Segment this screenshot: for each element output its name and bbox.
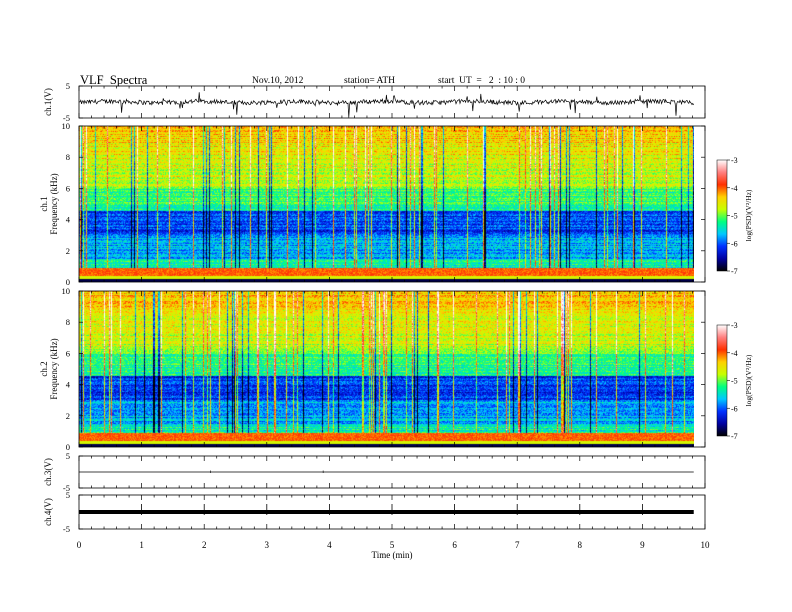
ch1-spectrogram-colorbar-tick-label: -4 bbox=[731, 184, 738, 193]
ch1-spectrogram-ytick-label: 0 bbox=[66, 277, 70, 287]
ch2-spectrogram-ytick-label: 10 bbox=[62, 286, 71, 296]
x-axis-label: Time (min) bbox=[372, 550, 413, 560]
x-tick-label: 4 bbox=[327, 540, 332, 550]
ch2-spectrogram-ylabel-channel: ch.2 bbox=[39, 361, 49, 376]
ch1-spectrogram-heatmap bbox=[79, 126, 694, 282]
ch2-spectrogram-ytick-label: 2 bbox=[66, 411, 70, 421]
ch1-spectrogram-colorbar-tick-label: -5 bbox=[731, 212, 738, 221]
x-tick-label: 1 bbox=[139, 540, 144, 550]
ch1-waveform-ylabel: ch.1(V) bbox=[43, 88, 53, 116]
ch1-spectrogram-ytick-label: 10 bbox=[62, 121, 71, 131]
ch3-waveform-ytick-bottom: -5 bbox=[63, 483, 70, 493]
ch4-waveform-ylabel: ch.4(V) bbox=[43, 498, 53, 526]
ch1-spectrogram-ylabel-frequency: Frequency (kHz) bbox=[49, 173, 59, 234]
ch2-spectrogram-colorbar-tick-label: -5 bbox=[731, 377, 738, 386]
ch2-spectrogram-ylabel-frequency: Frequency (kHz) bbox=[49, 338, 59, 399]
ch1-spectrogram-ytick-label: 2 bbox=[66, 246, 70, 256]
ch2-spectrogram-colorbar bbox=[716, 324, 728, 437]
x-tick-label: 8 bbox=[578, 540, 583, 550]
ch1-spectrogram-colorbar-tick-label: -7 bbox=[731, 267, 738, 276]
ch2-spectrogram-colorbar-tick-label: -6 bbox=[731, 404, 738, 413]
date-label: Nov.10, 2012 bbox=[252, 76, 304, 86]
ch1-spectrogram-colorbar-tick-label: -6 bbox=[731, 239, 738, 248]
ch1-spectrogram-colorbar-label: log(PSD)(V²/Hz) bbox=[744, 189, 753, 241]
ch1-waveform-ytick-bottom: -5 bbox=[63, 113, 70, 123]
x-tick-label: 3 bbox=[265, 540, 270, 550]
x-tick-label: 0 bbox=[77, 540, 82, 550]
chart-title: VLF Spectra bbox=[80, 73, 148, 87]
ch1-spectrogram-ytick-label: 4 bbox=[66, 215, 71, 225]
ch1-spectrogram-colorbar bbox=[716, 159, 728, 272]
start-time-label: start UT = 2 : 10 : 0 bbox=[438, 76, 525, 86]
ch4-waveform-ytick-bottom: -5 bbox=[63, 524, 70, 534]
ch3-waveform-ytick-top: 5 bbox=[66, 451, 70, 461]
ch4-waveform-ytick-top: 5 bbox=[66, 490, 70, 500]
ch1-spectrogram-ylabel-channel: ch.1 bbox=[39, 196, 49, 211]
x-tick-label: 6 bbox=[452, 540, 457, 550]
ch1-spectrogram-colorbar-tick-label: -3 bbox=[731, 156, 738, 165]
x-tick-label: 5 bbox=[390, 540, 395, 550]
ch1-spectrogram-ytick-label: 6 bbox=[66, 183, 70, 193]
ch2-spectrogram-colorbar-tick-label: -7 bbox=[731, 432, 738, 441]
ch2-spectrogram-colorbar-label: log(PSD)(V²/Hz) bbox=[744, 354, 753, 406]
x-tick-label: 10 bbox=[701, 540, 711, 550]
station-label: station= ATH bbox=[344, 76, 396, 86]
ch4-waveform-series-band bbox=[79, 510, 694, 514]
x-tick-label: 2 bbox=[202, 540, 207, 550]
ch3-waveform-ylabel: ch.3(V) bbox=[43, 458, 53, 486]
x-tick-label: 7 bbox=[515, 540, 520, 550]
ch2-spectrogram-ytick-label: 8 bbox=[66, 317, 70, 327]
ch2-spectrogram-colorbar-tick-label: -4 bbox=[731, 349, 738, 358]
ch2-spectrogram-ytick-label: 0 bbox=[66, 442, 70, 452]
ch1-waveform-ytick-top: 5 bbox=[66, 81, 70, 91]
ch2-spectrogram-ytick-label: 4 bbox=[66, 380, 71, 390]
ch1-waveform-series-line bbox=[78, 92, 694, 118]
ch2-spectrogram-heatmap bbox=[79, 291, 694, 447]
ch2-spectrogram-colorbar-tick-label: -3 bbox=[731, 321, 738, 330]
x-tick-label: 9 bbox=[640, 540, 645, 550]
ch2-spectrogram-ytick-label: 6 bbox=[66, 348, 70, 358]
ch1-spectrogram-ytick-label: 8 bbox=[66, 152, 70, 162]
